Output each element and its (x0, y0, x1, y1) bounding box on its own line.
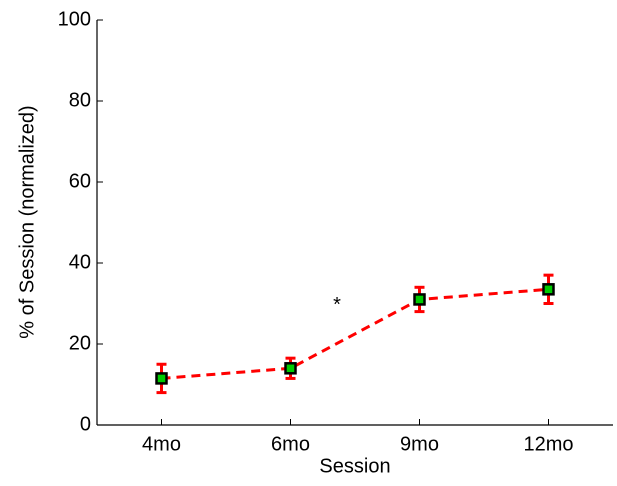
marker (284, 362, 297, 375)
data-line (161, 287, 549, 380)
y-axis-label: % of Session (normalized) (16, 105, 38, 338)
x-tick-label: 12mo (523, 433, 573, 455)
x-tick-label: 6mo (271, 433, 310, 455)
annotation: * (333, 294, 341, 316)
marker (413, 293, 426, 306)
x-tick-label: 9mo (400, 433, 439, 455)
y-tick-label: 0 (80, 413, 91, 435)
y-tick-label: 40 (69, 251, 91, 273)
y-tick-label: 20 (69, 332, 91, 354)
x-axis-label: Session (319, 455, 390, 477)
y-tick-label: 100 (58, 8, 91, 30)
marker (155, 372, 168, 385)
marker (542, 283, 555, 296)
y-tick-label: 80 (69, 89, 91, 111)
x-tick-label: 4mo (142, 433, 181, 455)
y-tick-label: 60 (69, 170, 91, 192)
